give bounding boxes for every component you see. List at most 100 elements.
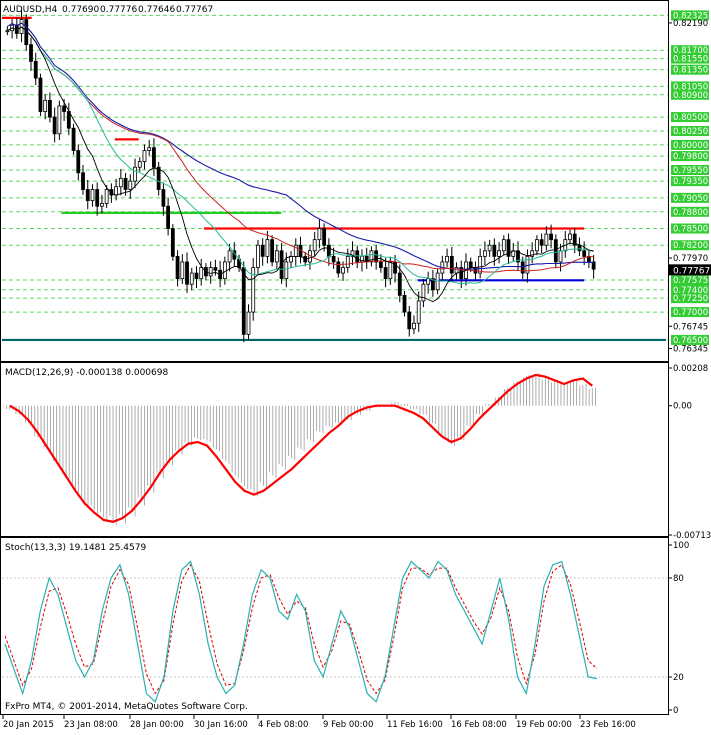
candle-body [369, 250, 374, 263]
candle-body [156, 166, 161, 190]
price-tick-label-bg [671, 53, 709, 64]
macd-panel-frame [0, 362, 669, 537]
candle-body [345, 255, 350, 268]
price-tick-label: 0.80250 [673, 127, 708, 137]
candle-body [468, 261, 473, 268]
candle-body [270, 239, 275, 263]
candle-body [170, 228, 175, 257]
candle-body [166, 205, 171, 229]
candle-body [104, 189, 109, 204]
price-tick-label: 0.81550 [673, 55, 708, 65]
candle-body [52, 116, 57, 135]
price-tick-label-bg [671, 206, 709, 217]
candle-body [350, 250, 355, 257]
candle-body [71, 127, 76, 151]
price-tick-label: 0.77250 [673, 294, 708, 304]
candle-body [492, 244, 497, 257]
candle-body [501, 239, 506, 252]
price-tick-label-bg [671, 334, 709, 345]
ma-black-line [7, 26, 594, 303]
candle-body [38, 77, 43, 112]
time-tick-label: 11 Feb 16:00 [387, 720, 443, 730]
candle-body [62, 105, 66, 112]
price-tick-label: 0.77400 [673, 286, 708, 296]
candle-body [90, 189, 95, 202]
price-tick-label-bg [671, 81, 709, 92]
time-tick-label: 20 Jan 2015 [3, 720, 54, 730]
candle-body [180, 261, 185, 280]
candle-body [577, 244, 582, 252]
candle-body [336, 261, 341, 274]
header-low: 0.77646 [138, 5, 175, 15]
candle-body [449, 255, 454, 274]
candle-body [85, 189, 90, 202]
candle-body [29, 44, 33, 62]
candle-body [100, 203, 104, 207]
ma-teal-line [7, 26, 594, 285]
price-tick-label-bg [671, 223, 709, 234]
price-tick-label-bg [671, 165, 709, 176]
candle-body [142, 150, 147, 163]
candle-body [222, 261, 227, 280]
price-tick-label: 0.77000 [673, 308, 708, 318]
price-tick-label-bg [671, 10, 709, 21]
candle-body [76, 150, 81, 174]
price-tick-label-bg [671, 293, 709, 304]
candle-body [147, 147, 152, 151]
price-tick-label: 0.77575 [673, 276, 708, 286]
candle-body [95, 189, 100, 207]
price-tick-label: 0.79550 [673, 166, 708, 176]
candle-body [289, 255, 293, 263]
candle-body [326, 244, 331, 257]
candle-body [402, 294, 407, 313]
macd-histogram [6, 373, 596, 526]
candle-body [312, 239, 317, 252]
price-tick-label: 0.82190 [673, 19, 708, 29]
stoch-tick-label: 100 [673, 541, 689, 551]
price-tick-label-bg [671, 240, 709, 251]
candle-body [246, 311, 251, 335]
header-open: 0.77690 [62, 5, 99, 15]
price-tick-label: 0.78500 [673, 225, 708, 235]
candle-body [388, 261, 393, 280]
candle-body [199, 267, 204, 280]
candle-body [19, 19, 24, 34]
candle-body [137, 161, 142, 168]
macd-tick-label: 0.00208 [673, 364, 708, 374]
candle-body [430, 278, 435, 291]
macd-signal-line [9, 373, 593, 523]
footer-copyright: FxPro MT4, © 2001-2014, MetaQuotes Softw… [5, 702, 248, 712]
candle-body [553, 239, 558, 263]
candle-body [208, 267, 213, 277]
stoch-signal-line [4, 563, 598, 695]
candle-body [66, 111, 71, 129]
price-tick-label: 0.76500 [673, 336, 708, 346]
stoch-title: Stoch(13,3,3) 19.1481 25.4579 [5, 543, 146, 553]
candle-body [251, 267, 256, 313]
candle-body [397, 272, 402, 296]
header-symbol: AUDUSD,H4 [3, 5, 58, 15]
candle-body [487, 244, 492, 252]
candle-body [539, 239, 544, 246]
candle-body [128, 180, 133, 190]
time-tick-label: 23 Jan 08:00 [64, 720, 118, 730]
candle-body [175, 255, 180, 280]
price-tick-label: 0.79350 [673, 177, 708, 187]
candle-body [459, 267, 464, 280]
candle-body [109, 189, 114, 196]
candle-body [5, 30, 10, 33]
stoch-y-axis: 100 80 20 0 [668, 541, 689, 716]
candle-body [114, 186, 119, 196]
candle-body [535, 239, 539, 252]
candle-body [284, 261, 289, 280]
candle-body [189, 272, 194, 285]
price-tick-label: 0.81700 [673, 46, 708, 56]
macd-tick-label: -0.00713 [673, 531, 711, 541]
candle-body [43, 99, 48, 112]
current-price-box [669, 264, 711, 276]
candle-body [478, 255, 483, 274]
price-tick-label-bg [671, 284, 709, 295]
time-tick-label: 28 Jan 00:00 [130, 720, 184, 730]
candle-body [213, 267, 218, 271]
